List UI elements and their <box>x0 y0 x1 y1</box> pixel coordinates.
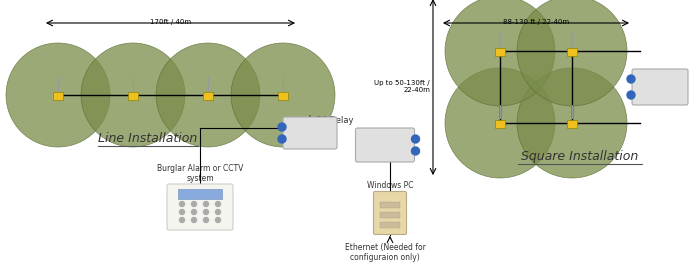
Text: Windows PC: Windows PC <box>367 181 413 190</box>
Circle shape <box>278 123 286 131</box>
Bar <box>178 189 222 199</box>
Bar <box>278 92 288 100</box>
Circle shape <box>156 43 260 147</box>
Text: 88-130 ft / 22-40m: 88-130 ft / 22-40m <box>503 19 569 25</box>
Bar <box>203 92 213 100</box>
Text: Square Installation: Square Installation <box>522 150 638 163</box>
Circle shape <box>204 201 209 206</box>
Text: Line Installation: Line Installation <box>99 132 197 145</box>
Text: Up to 50-130ft /
22-40m: Up to 50-130ft / 22-40m <box>374 80 430 94</box>
Bar <box>380 202 400 208</box>
FancyBboxPatch shape <box>632 69 688 105</box>
Text: 170ft / 40m: 170ft / 40m <box>150 19 191 25</box>
Circle shape <box>216 218 220 222</box>
Circle shape <box>179 201 185 206</box>
Bar <box>567 120 577 128</box>
Circle shape <box>192 218 197 222</box>
Circle shape <box>412 147 419 155</box>
Circle shape <box>445 0 555 106</box>
Circle shape <box>192 201 197 206</box>
Bar <box>495 48 505 56</box>
FancyBboxPatch shape <box>167 184 233 230</box>
Text: Ethernet (Needed for
configuraion only): Ethernet (Needed for configuraion only) <box>344 243 426 262</box>
FancyBboxPatch shape <box>283 117 337 149</box>
Circle shape <box>517 0 627 106</box>
Circle shape <box>445 68 555 178</box>
Circle shape <box>627 91 635 99</box>
Circle shape <box>412 135 419 143</box>
FancyBboxPatch shape <box>356 128 414 162</box>
Circle shape <box>627 75 635 83</box>
Circle shape <box>278 135 286 143</box>
Circle shape <box>204 218 209 222</box>
Circle shape <box>216 201 220 206</box>
Circle shape <box>179 218 185 222</box>
Circle shape <box>81 43 185 147</box>
Bar <box>128 92 138 100</box>
Bar <box>380 222 400 228</box>
Circle shape <box>216 210 220 215</box>
Circle shape <box>517 68 627 178</box>
Circle shape <box>6 43 110 147</box>
Circle shape <box>204 210 209 215</box>
Bar <box>567 48 577 56</box>
FancyBboxPatch shape <box>374 191 407 235</box>
Circle shape <box>231 43 335 147</box>
Circle shape <box>192 210 197 215</box>
Bar <box>380 212 400 218</box>
Text: DC/Relay: DC/Relay <box>315 116 354 125</box>
Bar <box>53 92 63 100</box>
Text: Burglar Alarm or CCTV
system: Burglar Alarm or CCTV system <box>157 164 243 183</box>
Circle shape <box>179 210 185 215</box>
Bar <box>495 120 505 128</box>
